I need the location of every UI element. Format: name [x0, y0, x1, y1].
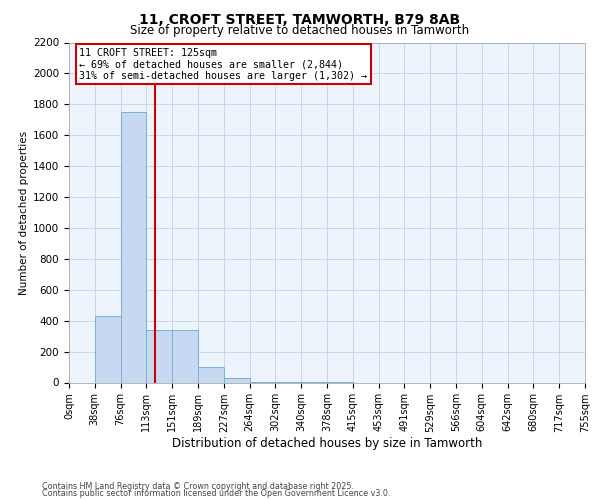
Bar	[121, 112, 146, 382]
Bar	[95, 316, 121, 382]
Text: Contains HM Land Registry data © Crown copyright and database right 2025.: Contains HM Land Registry data © Crown c…	[42, 482, 354, 491]
Text: Size of property relative to detached houses in Tamworth: Size of property relative to detached ho…	[130, 24, 470, 37]
Y-axis label: Number of detached properties: Number of detached properties	[19, 130, 29, 294]
Bar	[146, 330, 172, 382]
Text: 11 CROFT STREET: 125sqm
← 69% of detached houses are smaller (2,844)
31% of semi: 11 CROFT STREET: 125sqm ← 69% of detache…	[79, 48, 367, 81]
Text: 11, CROFT STREET, TAMWORTH, B79 8AB: 11, CROFT STREET, TAMWORTH, B79 8AB	[139, 12, 461, 26]
Bar	[198, 367, 224, 382]
X-axis label: Distribution of detached houses by size in Tamworth: Distribution of detached houses by size …	[172, 438, 482, 450]
Text: Contains public sector information licensed under the Open Government Licence v3: Contains public sector information licen…	[42, 490, 391, 498]
Bar	[172, 330, 198, 382]
Bar	[224, 378, 250, 382]
